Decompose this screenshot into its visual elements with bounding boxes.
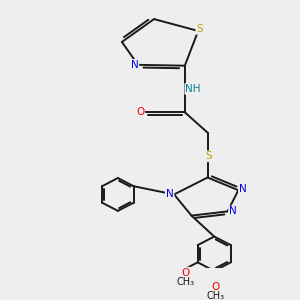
Text: N: N [229, 206, 237, 216]
Text: O: O [212, 282, 220, 292]
Text: N: N [166, 189, 173, 200]
Text: N: N [239, 184, 247, 194]
Text: CH₃: CH₃ [207, 291, 225, 300]
Text: NH: NH [185, 84, 201, 94]
Text: CH₃: CH₃ [176, 277, 194, 287]
Text: S: S [196, 24, 203, 34]
Text: S: S [206, 151, 212, 161]
Text: N: N [130, 60, 138, 70]
Text: O: O [136, 107, 144, 117]
Text: O: O [182, 268, 190, 278]
